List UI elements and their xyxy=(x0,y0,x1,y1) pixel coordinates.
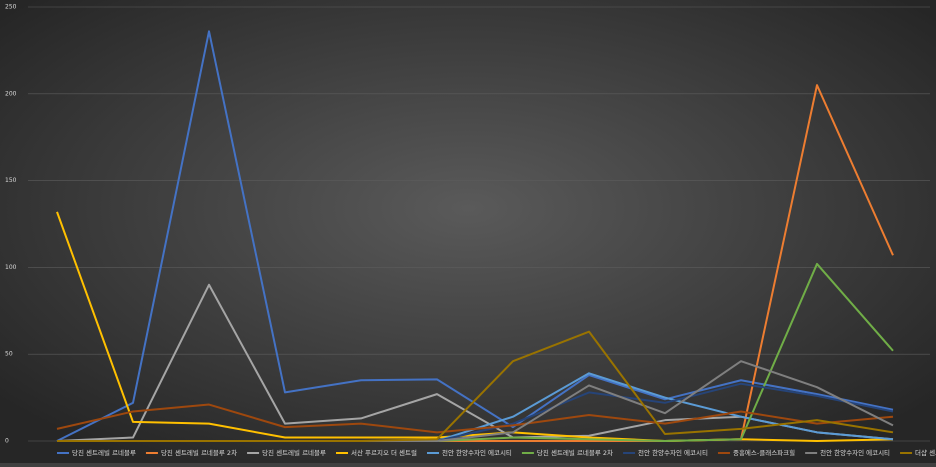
y-tick-label: 0 xyxy=(5,438,9,445)
legend-label: 당진 센트레빌 르네블루 xyxy=(72,448,136,457)
legend-label: 천안 한양수자인 에코시티 xyxy=(442,448,512,457)
legend-label: 천안 한양수자인 에코시티 xyxy=(638,448,708,457)
legend-label: 당진 센트레빌 르네블루 xyxy=(262,448,326,457)
series-line xyxy=(57,330,894,442)
y-tick-label: 50 xyxy=(5,351,13,358)
y-tick-label: 150 xyxy=(5,177,17,184)
legend-label: 더샵 센트로 xyxy=(915,448,936,457)
legend-label: 당진 센트레빌 르네블루 2차 xyxy=(161,448,237,457)
y-tick-label: 100 xyxy=(5,264,17,271)
legend-label: 천안 한양수자인 에코시티 xyxy=(820,448,890,457)
legend-label: 중흥에스-클래스파크힐 xyxy=(733,448,795,457)
y-tick-label: 250 xyxy=(5,4,17,11)
legend-label: 서산 푸르지오 더 센트럴 xyxy=(351,448,417,457)
series-line xyxy=(56,211,894,442)
legend-label: 당진 센트레빌 르네블루 2차 xyxy=(537,448,613,457)
y-tick-label: 200 xyxy=(5,90,17,97)
series-line xyxy=(56,403,894,434)
